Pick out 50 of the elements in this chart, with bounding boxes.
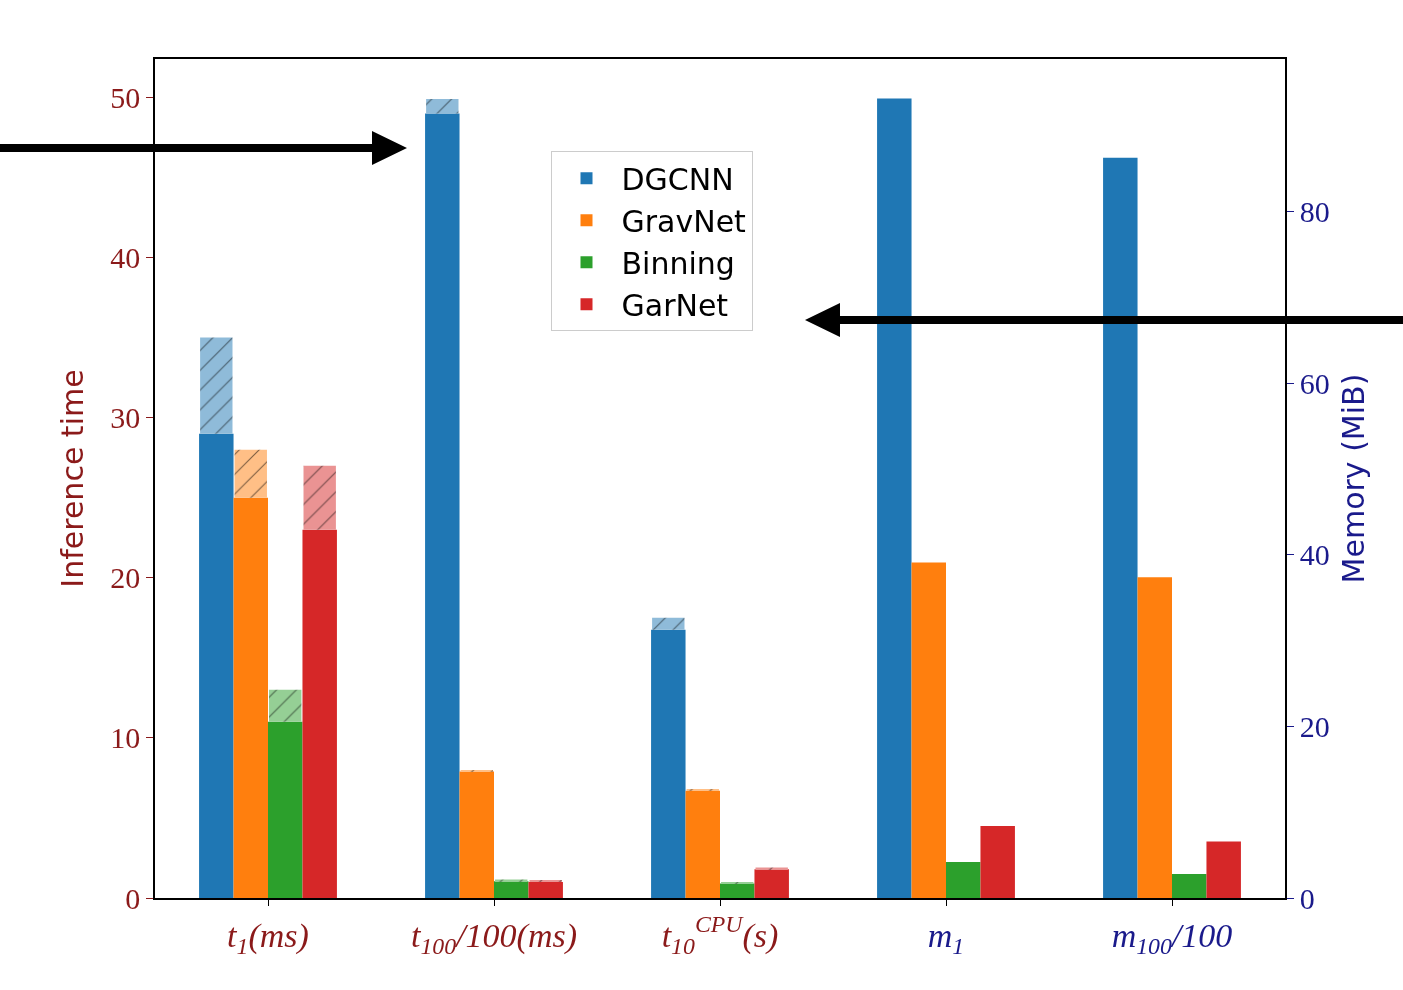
- bar: [721, 881, 754, 884]
- bar: [459, 771, 494, 898]
- y2-tick-label: 40: [1299, 538, 1330, 572]
- y2-tick-label: 80: [1299, 195, 1330, 229]
- bar: [234, 449, 267, 498]
- bar: [426, 99, 459, 114]
- legend-label: GarNet: [621, 287, 729, 323]
- bar: [651, 629, 686, 898]
- x-tick-label: t$_{1}$(ms): [227, 916, 309, 959]
- bar: [877, 98, 912, 898]
- x-tick-label: t$_{10}$$^{CPU}$(s): [661, 911, 779, 959]
- bar: [460, 769, 493, 772]
- x-tick-label: t$_{100}$/100(ms): [410, 916, 578, 959]
- bar: [1172, 873, 1207, 898]
- y2-tick-label: 0: [1299, 881, 1315, 915]
- bar: [268, 721, 303, 898]
- y-axis-title: Inference time: [54, 369, 90, 588]
- bar: [685, 790, 720, 898]
- y2-tick-label: 60: [1299, 366, 1330, 400]
- legend-label: GravNet: [621, 203, 747, 239]
- x-tick-label: m$_{1}$: [927, 916, 965, 959]
- y-tick-label: 40: [110, 241, 141, 275]
- legend-label: Binning: [621, 245, 735, 281]
- bar: [199, 433, 234, 898]
- y-tick-label: 20: [110, 561, 141, 595]
- bar: [494, 881, 529, 898]
- bar: [980, 825, 1015, 898]
- bar: [1137, 577, 1172, 898]
- legend-label: DGCNN: [621, 161, 734, 197]
- bar: [754, 869, 789, 898]
- y-tick-label: 30: [110, 401, 141, 435]
- y2-tick-label: 20: [1299, 709, 1330, 743]
- bar: [652, 617, 685, 630]
- y-tick-label: 50: [110, 80, 141, 114]
- bar: [720, 883, 755, 898]
- bar: [302, 529, 337, 898]
- x-tick-label: m$_{100}$/100: [1111, 916, 1233, 959]
- bar: [911, 562, 946, 898]
- bar: [269, 689, 302, 722]
- y-tick-label: 0: [125, 881, 141, 915]
- y2-axis-title: Memory (MiB): [1335, 373, 1371, 584]
- y-tick-label: 10: [110, 721, 141, 755]
- bar: [425, 113, 460, 898]
- bar: [1206, 841, 1241, 898]
- bar: [1103, 157, 1138, 898]
- bar: [303, 465, 336, 530]
- bar: [946, 861, 981, 898]
- bar: [200, 337, 233, 434]
- bar: [233, 497, 268, 898]
- bar: [528, 881, 563, 898]
